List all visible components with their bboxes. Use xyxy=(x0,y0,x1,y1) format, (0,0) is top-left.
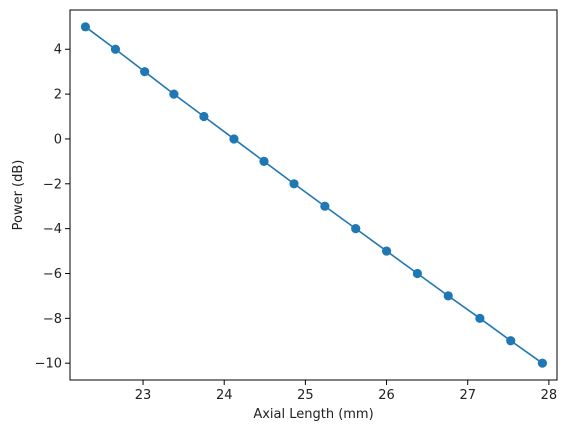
y-axis-label: Power (dB) xyxy=(11,160,26,231)
data-point xyxy=(443,291,453,301)
plot-frame xyxy=(69,9,558,381)
y-tick-label: 0 xyxy=(54,132,62,147)
x-tick-label: 24 xyxy=(216,388,233,403)
data-point xyxy=(289,179,299,189)
data-point xyxy=(412,268,422,279)
y-tick-label: −10 xyxy=(35,357,62,372)
data-point xyxy=(169,89,179,99)
y-tick-label: −8 xyxy=(43,312,62,327)
data-point xyxy=(199,111,209,122)
data-point xyxy=(259,156,269,166)
data-point xyxy=(140,67,150,77)
x-axis-label: Axial Length (mm) xyxy=(253,407,373,422)
x-tick-label: 28 xyxy=(541,388,558,403)
ticks: 23 24 25 26 27 28 4 2 0 −2 −4 −6 −8 −10 xyxy=(35,43,558,403)
data-point xyxy=(351,224,361,234)
y-tick-label: −4 xyxy=(43,222,62,237)
y-tick-label: 4 xyxy=(54,43,62,58)
data-point xyxy=(229,134,239,144)
x-tick-label: 26 xyxy=(378,388,395,403)
data-point xyxy=(537,358,547,368)
data-point xyxy=(110,44,121,54)
data-point xyxy=(80,22,91,32)
series-line xyxy=(84,26,543,364)
x-tick-label: 23 xyxy=(135,388,152,403)
data-point xyxy=(475,313,485,323)
data-point xyxy=(381,246,392,256)
data-point xyxy=(320,201,330,211)
data-point xyxy=(506,336,516,346)
x-tick-label: 27 xyxy=(459,388,476,403)
y-tick-label: 2 xyxy=(54,88,62,103)
plot-area xyxy=(69,9,558,381)
y-tick-label: −6 xyxy=(43,267,62,282)
y-tick-label: −2 xyxy=(43,177,62,192)
x-tick-label: 25 xyxy=(297,388,314,403)
